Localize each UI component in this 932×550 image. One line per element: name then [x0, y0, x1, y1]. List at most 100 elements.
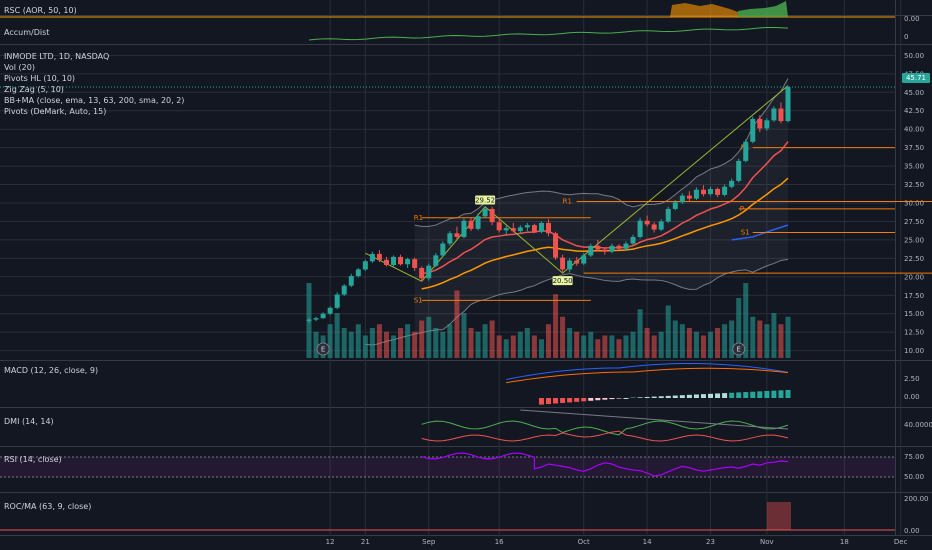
volume-bar — [503, 339, 509, 358]
volume-bar — [637, 309, 643, 358]
macd-histogram-bar — [715, 393, 721, 398]
volume-bar — [391, 335, 397, 358]
price-tick-label: 12.50 — [904, 329, 924, 337]
macd-histogram-bar — [658, 396, 664, 398]
volume-bar — [693, 331, 699, 358]
volume-bar — [468, 328, 474, 358]
dmi-label[interactable]: DMI (14, 14) — [4, 417, 54, 426]
candle-body — [644, 220, 650, 225]
bollinger-band-fill — [414, 78, 788, 335]
volume-bar — [546, 324, 551, 358]
roc-label[interactable]: ROC/MA (63, 9, close) — [4, 502, 92, 511]
rsi-label[interactable]: RSI (14, close) — [4, 455, 62, 464]
candle-body — [348, 276, 354, 286]
macd-histogram-bar — [757, 391, 763, 398]
macd-tick-1: 2.50 — [904, 375, 920, 383]
volume-bar — [679, 324, 685, 358]
volume-bar — [757, 320, 763, 358]
adx-line — [520, 409, 789, 430]
volume-bar — [475, 331, 481, 358]
macd-histogram-bar — [722, 393, 728, 398]
roc-tick-2: 0.00 — [904, 527, 920, 535]
candle-body — [623, 243, 629, 249]
macd-histogram-bar — [567, 398, 573, 403]
pivots-hl-label[interactable]: Pivots HL (10, 10) — [4, 74, 76, 83]
zigzag-label[interactable]: Zig Zag (5, 10) — [4, 85, 64, 94]
volume-bar — [327, 324, 333, 358]
macd-histogram-bar — [708, 393, 714, 398]
volume-bar — [771, 313, 777, 358]
bb-ma-label[interactable]: BB+MA (close, ema, 13, 63, 200, sma, 20,… — [4, 96, 185, 105]
candle-body — [538, 222, 544, 232]
price-tick-label: 42.50 — [904, 107, 924, 115]
candle-body — [334, 294, 340, 308]
candle-body — [426, 265, 432, 279]
volume-bar — [355, 324, 361, 358]
candle-body — [574, 260, 580, 264]
volume-bar — [517, 331, 523, 358]
candle-body — [616, 245, 622, 249]
zigzag-low-label-bg — [552, 276, 573, 286]
symbol-title[interactable]: INMODE LTD, 1D, NASDAQ — [4, 52, 110, 61]
candle-body — [602, 249, 608, 252]
macd-histogram-bar — [778, 390, 784, 398]
volume-bar — [447, 324, 453, 358]
volume-bar — [567, 328, 573, 358]
price-tick-label: 45.00 — [904, 89, 924, 97]
pivot-label-s1: S1 — [414, 296, 423, 304]
candle-body — [468, 220, 474, 229]
volume-bar — [595, 339, 601, 358]
volume-bar — [764, 324, 770, 358]
macd-histogram-bar — [616, 398, 622, 399]
volume-bar — [644, 328, 650, 358]
pivots-demark-label[interactable]: Pivots (DeMark, Auto, 15) — [4, 107, 107, 116]
volume-bar — [383, 331, 389, 358]
macd-histogram-bar — [581, 398, 587, 402]
candle-body — [440, 243, 446, 256]
candle-body — [376, 253, 382, 260]
candle-body — [686, 195, 692, 199]
volume-bar — [553, 294, 559, 358]
volume-bar — [334, 313, 340, 358]
volume-bar — [412, 331, 418, 358]
volume-bar — [313, 331, 319, 358]
candle-body — [588, 245, 594, 256]
vol-indicator-label[interactable]: Vol (20) — [4, 63, 35, 72]
macd-histogram-bar — [700, 394, 706, 398]
price-tick-label: 32.50 — [904, 181, 924, 189]
volume-bar — [722, 324, 728, 358]
candle-body — [405, 259, 411, 265]
pivot-label-p: P — [740, 205, 744, 213]
earnings-event-marker — [316, 342, 330, 356]
volume-bar — [729, 320, 735, 358]
dmi-tick: 40.0000 — [904, 421, 932, 429]
macd-histogram-bar — [693, 394, 699, 398]
volume-bar — [630, 331, 636, 358]
volume-bar — [665, 305, 671, 358]
volume-bar — [341, 328, 347, 358]
macd-histogram-bar — [771, 390, 777, 398]
volume-bar — [708, 331, 714, 358]
volume-bar — [482, 324, 488, 358]
candle-body — [524, 225, 530, 228]
macd-histogram-bar — [588, 398, 594, 401]
volume-bar — [743, 283, 749, 358]
macd-line — [506, 362, 789, 381]
macd-histogram-bar — [743, 392, 749, 398]
candle-body — [510, 228, 516, 232]
macd-label[interactable]: MACD (12, 26, close, 9) — [4, 366, 99, 375]
candle-body — [658, 221, 664, 230]
macd-signal-line — [506, 367, 789, 384]
candle-body — [560, 257, 566, 270]
candle-body — [743, 141, 749, 161]
zigzag-high-label-bg — [475, 195, 496, 205]
volume-bar — [348, 331, 354, 358]
rsi-line — [421, 452, 789, 477]
price-tick-label: 30.00 — [904, 200, 924, 208]
rsi-tick-1: 75.00 — [904, 453, 924, 461]
macd-histogram-bar — [644, 396, 650, 398]
candle-body — [419, 267, 425, 279]
candle-body — [630, 236, 636, 244]
pivot-label-s1-right: S1 — [741, 229, 750, 237]
